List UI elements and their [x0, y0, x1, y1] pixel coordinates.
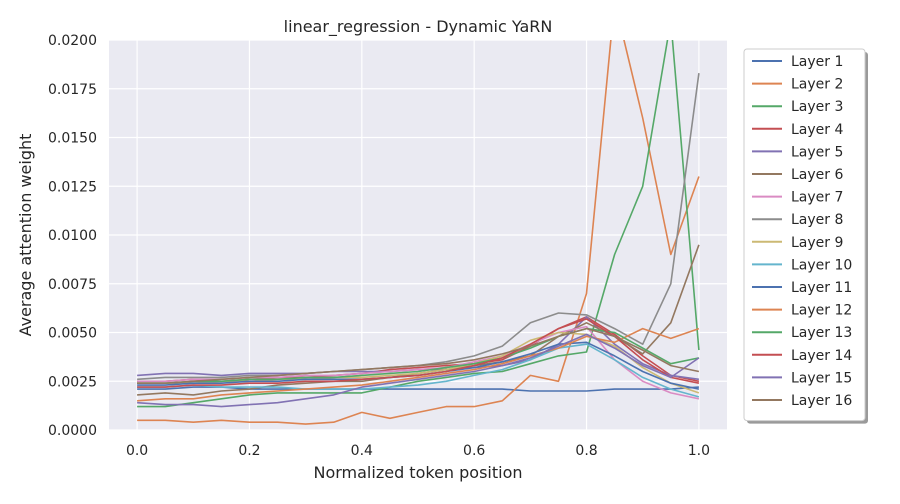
legend-label: Layer 6 — [791, 167, 843, 183]
y-tick-label: 0.0150 — [48, 131, 97, 147]
legend-label: Layer 16 — [791, 393, 852, 409]
legend-label: Layer 13 — [791, 325, 852, 341]
legend-box — [743, 48, 866, 422]
series-line-12 — [137, 327, 700, 402]
legend-label: Layer 10 — [791, 257, 852, 273]
legend-label: Layer 4 — [791, 122, 843, 138]
y-tick-label: 0.0100 — [48, 228, 97, 244]
x-tick-label: 0.6 — [463, 443, 485, 459]
legend-label: Layer 11 — [791, 280, 852, 296]
axis-ticks: 0.0 0.2 0.4 0.6 0.8 1.0 0.0000 0.0025 0.0050 0.00… — [48, 33, 710, 459]
y-tick-label: 0.0050 — [48, 326, 97, 342]
series-line-16 — [137, 327, 700, 385]
y-tick-label: 0.0000 — [48, 423, 97, 439]
x-tick-label: 0.2 — [238, 443, 260, 459]
x-tick-label: 0.4 — [351, 443, 373, 459]
x-tick-label: 1.0 — [688, 443, 710, 459]
series-line-14 — [137, 318, 700, 388]
series-line-2 — [137, 40, 700, 425]
y-tick-label: 0.0075 — [48, 277, 97, 293]
legend-label: Layer 1 — [791, 54, 843, 70]
legend-label: Layer 9 — [791, 235, 843, 251]
series-line-15 — [137, 333, 700, 408]
legend-label: Layer 8 — [791, 212, 843, 228]
series-line-3 — [137, 40, 700, 408]
y-tick-label: 0.0175 — [48, 82, 97, 98]
series-lines — [137, 40, 700, 425]
legend-label: Layer 15 — [791, 370, 852, 386]
legend-label: Layer 7 — [791, 190, 843, 206]
x-tick-label: 0.8 — [575, 443, 597, 459]
legend-label: Layer 5 — [791, 144, 843, 160]
series-line-10 — [137, 343, 700, 398]
legend-label: Layer 12 — [791, 303, 852, 319]
legend-label: Layer 2 — [791, 77, 843, 93]
legend-label: Layer 14 — [791, 348, 852, 364]
legend: Layer 1 Layer 2 Layer 3 Layer 4 Layer 5 Layer… — [743, 48, 868, 424]
y-tick-label: 0.0200 — [48, 33, 97, 49]
y-tick-label: 0.0025 — [48, 374, 97, 390]
legend-label: Layer 3 — [791, 99, 843, 115]
x-axis-label: Normalized token position — [313, 463, 522, 482]
x-tick-label: 0.0 — [126, 443, 148, 459]
chart-title: linear_regression - Dynamic YaRN — [284, 17, 553, 37]
y-tick-label: 0.0125 — [48, 179, 97, 195]
y-axis-label: Average attention weight — [16, 134, 35, 337]
